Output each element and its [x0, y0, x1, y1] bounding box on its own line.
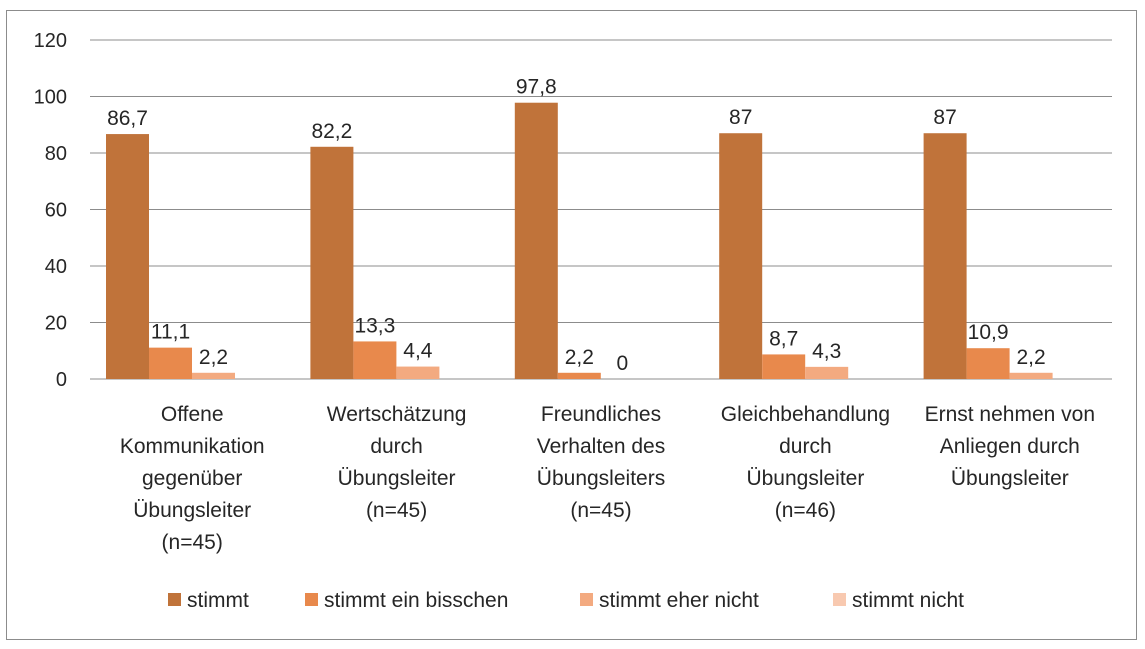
- bar-stimmt-ein-bisschen: [353, 341, 397, 379]
- y-tick-label: 80: [45, 143, 67, 165]
- data-label: 87: [933, 106, 956, 129]
- bar-stimmt-eher-nicht: [192, 372, 235, 379]
- category-label: Übungsleiter: [338, 467, 456, 490]
- data-label: 11,1: [151, 321, 190, 344]
- data-label: 2,2: [1016, 346, 1045, 369]
- category-label: Freundliches: [541, 403, 661, 426]
- y-tick-label: 20: [45, 313, 67, 335]
- data-label: 10,9: [968, 321, 1009, 344]
- category-label: Übungsleiter: [951, 467, 1069, 490]
- legend-swatch: [833, 593, 846, 606]
- data-label: 87: [729, 106, 752, 129]
- legend-label: stimmt nicht: [852, 589, 964, 612]
- bar-stimmt: [923, 133, 967, 379]
- y-tick-label: 60: [45, 200, 67, 222]
- y-tick-label: 40: [45, 256, 67, 278]
- category-label: gegenüber: [142, 467, 242, 490]
- category-label: Übungsleiter: [133, 499, 251, 522]
- bar-stimmt-ein-bisschen: [149, 347, 192, 379]
- legend-label: stimmt ein bisschen: [324, 589, 508, 612]
- data-label: 8,7: [769, 327, 798, 350]
- bar-stimmt: [514, 102, 558, 379]
- bar-stimmt-eher-nicht: [805, 366, 849, 379]
- bar-stimmt: [719, 133, 763, 379]
- category-label: (n=45): [162, 531, 223, 554]
- category-label: (n=45): [570, 499, 631, 522]
- bar-stimmt-ein-bisschen: [762, 354, 806, 379]
- data-label: 0: [616, 352, 628, 375]
- category-label: Kommunikation: [120, 435, 265, 458]
- bar-stimmt-ein-bisschen: [966, 348, 1010, 379]
- bar-stimmt-eher-nicht: [396, 366, 440, 379]
- category-label: Wertschätzung: [327, 403, 467, 426]
- category-label: durch: [779, 435, 832, 458]
- bar-stimmt: [310, 146, 354, 379]
- category-label: Übungsleiters: [537, 467, 665, 490]
- category-label: durch: [370, 435, 423, 458]
- category-label: (n=46): [775, 499, 836, 522]
- legend-label: stimmt: [187, 589, 249, 612]
- category-label: Anliegen durch: [940, 435, 1080, 458]
- data-label: 13,3: [354, 314, 395, 337]
- y-tick-label: 120: [34, 30, 67, 52]
- data-label: 2,2: [199, 346, 228, 369]
- category-label: (n=45): [366, 499, 427, 522]
- category-label: Verhalten des: [537, 435, 665, 458]
- data-label: 4,4: [403, 340, 433, 363]
- category-label: Ernst nehmen von: [925, 403, 1095, 426]
- data-label: 86,7: [107, 107, 148, 130]
- data-label: 2,2: [565, 346, 594, 369]
- bar-stimmt-ein-bisschen: [557, 372, 601, 379]
- legend-label: stimmt eher nicht: [599, 589, 759, 612]
- legend-swatch: [305, 593, 318, 606]
- category-label: Offene: [161, 403, 224, 426]
- data-label: 82,2: [311, 120, 352, 143]
- bar-stimmt-eher-nicht: [1009, 372, 1053, 379]
- legend-swatch: [168, 593, 181, 606]
- bar-stimmt: [106, 134, 149, 379]
- legend-swatch: [580, 593, 593, 606]
- category-label: Übungsleiter: [746, 467, 864, 490]
- y-tick-label: 0: [56, 369, 67, 391]
- category-label: Gleichbehandlung: [721, 403, 890, 426]
- data-label: 97,8: [516, 76, 557, 99]
- y-tick-label: 100: [34, 87, 67, 109]
- data-label: 4,3: [812, 340, 841, 363]
